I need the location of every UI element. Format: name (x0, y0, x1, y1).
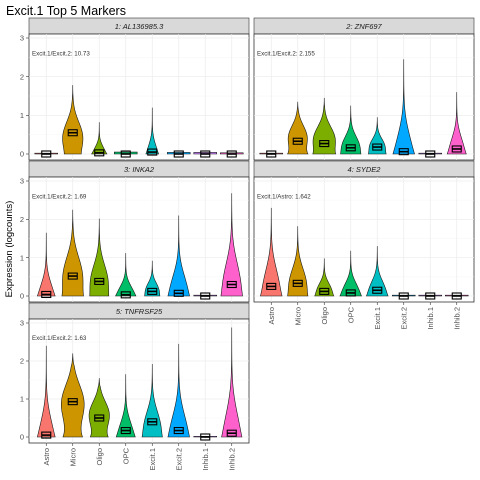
violin-excit-1 (145, 107, 160, 155)
violin-micro (287, 101, 309, 155)
violin-opc (115, 253, 137, 297)
violin-excit-2 (167, 215, 190, 297)
violin-excit-1 (144, 260, 161, 297)
y-tick-label: 1 (20, 111, 24, 120)
violin-oligo (89, 218, 110, 297)
facet-strip-label: 2: ZNF697 (345, 22, 382, 31)
violin-inhib-2 (221, 327, 243, 438)
violin-excit-1 (366, 246, 389, 297)
violin-micro (62, 85, 84, 155)
y-tick-label: 1 (20, 395, 24, 404)
facet-panel: 4: SYDE2 Excit.1/Astro: 1.642 Astro Micro Ol… (253, 160, 475, 330)
chart-title: Excit.1 Top 5 Markers (6, 4, 126, 18)
y-tick-label: 3 (20, 34, 24, 43)
violin-oligo (314, 258, 335, 297)
panel-annotation: Excit.1/Excit.2: 2.155 (257, 50, 315, 57)
x-tick-label: Astro (42, 448, 51, 466)
violin-astro (36, 345, 56, 438)
violin-oligo (312, 97, 337, 155)
violin-opc (115, 374, 136, 438)
facet-panel: 3: INKA2 0 1 2 3 Excit.1/Excit.2: 1.69 (20, 160, 250, 303)
x-tick-label: Inhib.2 (452, 307, 461, 330)
violin-micro (61, 209, 84, 297)
y-tick-label: 0 (20, 292, 24, 301)
facet-panel: 5: TNFRSF25 0 1 2 3 Excit.1/Excit.2: 1.63 Astr… (20, 302, 250, 471)
x-tick-label: OPC (346, 306, 355, 323)
violin-opc (339, 250, 363, 297)
facet-panel: 1: AL136985.3 0 1 2 3 Excit.1/Excit.2: 10.73 (20, 17, 250, 161)
violin-opc (340, 105, 362, 155)
x-tick-label: Astro (267, 307, 276, 325)
x-tick-label: Micro (68, 448, 77, 466)
y-tick-label: 2 (20, 72, 24, 81)
facet-strip-label: 4: SYDE2 (348, 165, 382, 174)
violin-micro (287, 226, 309, 297)
panel-annotation: Excit.1/Excit.2: 1.63 (32, 335, 87, 342)
facet-panel: 2: ZNF697 Excit.1/Excit.2: 2.155 (253, 17, 475, 161)
x-tick-label: Inhib.1 (201, 448, 210, 471)
violin-oligo (91, 122, 108, 155)
x-tick-label: Micro (293, 307, 302, 325)
panel-annotation: Excit.1/Astro: 1.642 (257, 193, 311, 200)
facet-panels: 1: AL136985.3 0 1 2 3 Excit.1/Excit.2: 10.73 2… (20, 17, 475, 471)
y-tick-label: 3 (20, 319, 24, 328)
violin-micro (60, 353, 85, 438)
x-tick-label: Inhib.2 (227, 448, 236, 471)
x-tick-label: Oligo (95, 448, 104, 466)
x-tick-label: Excit.1 (148, 448, 157, 471)
x-tick-label: OPC (121, 447, 130, 464)
y-axis-label: Expression (logcounts) (4, 201, 15, 298)
violin-excit-2 (392, 59, 415, 155)
y-tick-label: 2 (20, 215, 24, 224)
x-tick-label: Oligo (320, 307, 329, 325)
violin-inhib-2 (446, 92, 467, 155)
panel-annotation: Excit.1/Excit.2: 1.69 (32, 193, 87, 200)
facet-strip-label: 3: INKA2 (124, 165, 155, 174)
y-tick-label: 1 (20, 253, 24, 262)
violin-astro (260, 207, 283, 297)
panel-annotation: Excit.1/Excit.2: 10.73 (32, 50, 90, 57)
violin-astro (36, 232, 56, 297)
y-tick-label: 2 (20, 357, 24, 366)
violin-inhib-2 (220, 193, 243, 297)
y-tick-label: 0 (20, 433, 24, 442)
x-tick-label: Inhib.1 (426, 307, 435, 330)
y-tick-label: 0 (20, 150, 24, 159)
x-tick-label: Excit.1 (373, 307, 382, 330)
facet-strip-label: 5: TNFRSF25 (116, 307, 163, 316)
x-tick-label: Excit.2 (174, 448, 183, 471)
violin-oligo (88, 378, 110, 438)
violin-excit-1 (141, 364, 163, 438)
y-tick-label: 3 (20, 177, 24, 186)
violin-excit-2 (167, 343, 190, 438)
violin-opc (114, 151, 138, 155)
facet-strip-label: 1: AL136985.3 (115, 22, 164, 31)
x-tick-label: Excit.2 (399, 307, 408, 330)
